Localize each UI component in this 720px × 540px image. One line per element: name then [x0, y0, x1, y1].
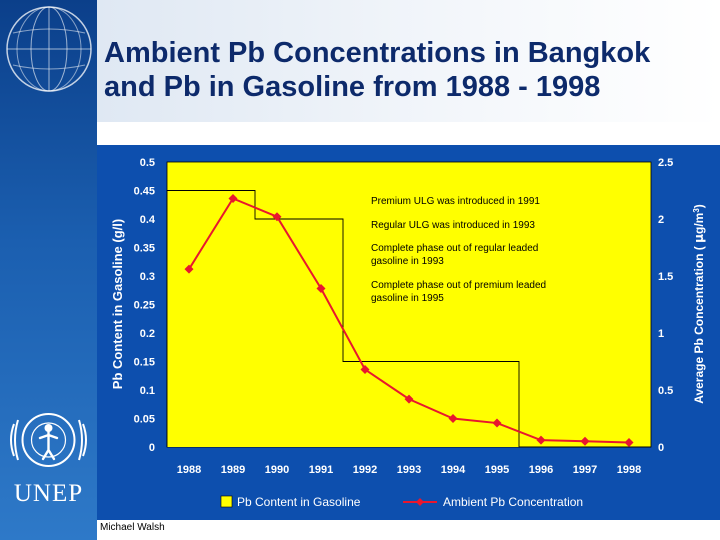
bar-1992	[343, 361, 388, 447]
annotation-regular-ulg: Regular ULG was introduced in 1993	[371, 220, 535, 231]
y-right-tick-label: 2.5	[658, 157, 673, 169]
bar-1990	[255, 219, 300, 447]
legend-label-line: Ambient Pb Concentration	[443, 495, 583, 509]
y-left-tick-label: 0.25	[134, 300, 155, 312]
y-left-tick-label: 0.45	[134, 186, 155, 198]
annotation-premium-ulg: Premium ULG was introduced in 1991	[371, 196, 540, 207]
point-1995	[492, 418, 502, 428]
annotation-regular-phaseout: Complete phase out of regular leaded gaso…	[371, 243, 538, 267]
un-emblem-icon	[10, 413, 87, 467]
x-tick-label: 1990	[265, 464, 289, 476]
legend-swatch-bar	[220, 495, 233, 508]
bar-1995	[475, 361, 520, 447]
chart-panel-edge	[690, 145, 720, 520]
point-1989	[228, 193, 238, 203]
y-left-tick-label: 0.4	[140, 214, 156, 226]
x-tick-label: 1988	[177, 464, 201, 476]
point-1994	[448, 414, 458, 423]
y-right-tick-label: 2	[658, 214, 664, 226]
point-1997	[580, 436, 590, 446]
bar-1993	[387, 361, 432, 447]
y-axis-right-label: Average Pb Concentration ( μg/m3)	[692, 204, 707, 404]
y-right-tick-label: 1.5	[658, 271, 673, 283]
bar-1994	[431, 361, 476, 447]
x-tick-label: 1996	[529, 464, 553, 476]
x-tick-label: 1991	[309, 464, 333, 476]
legend-label-bar: Pb Content in Gasoline	[237, 495, 361, 509]
x-tick-label: 1994	[441, 464, 466, 476]
bar-1988	[167, 190, 212, 447]
annotation-premium-phaseout: Complete phase out of premium leaded gaso…	[371, 280, 546, 304]
y-right-tick-label: 1	[658, 328, 664, 340]
bar-1989	[211, 190, 256, 447]
y-left-tick-label: 0.3	[140, 271, 155, 283]
y-left-tick-label: 0.2	[140, 328, 155, 340]
legend-swatch-marker	[416, 498, 424, 506]
x-tick-label: 1992	[353, 464, 377, 476]
y-left-tick-label: 0.35	[134, 243, 155, 255]
y-right-tick-label: 0	[658, 442, 664, 454]
y-left-tick-label: 0.5	[140, 157, 155, 169]
point-1996	[536, 435, 546, 445]
x-tick-label: 1998	[617, 464, 641, 476]
x-tick-label: 1995	[485, 464, 509, 476]
y-right-tick-label: 0.5	[658, 385, 673, 397]
point-1990	[272, 212, 282, 222]
y-left-tick-label: 0	[149, 442, 155, 454]
point-1998	[624, 437, 634, 447]
x-tick-label: 1989	[221, 464, 245, 476]
y-left-tick-label: 0.15	[134, 357, 155, 369]
point-1992	[360, 364, 370, 374]
globe-icon	[6, 6, 92, 92]
point-1991	[316, 284, 326, 294]
bar-outline	[166, 190, 651, 448]
point-1993	[404, 394, 414, 404]
author-credit: Michael Walsh	[100, 522, 165, 533]
y-left-tick-label: 0.1	[140, 385, 155, 397]
y-axis-left-label: Pb Content in Gasoline (g/l)	[110, 219, 125, 389]
title-banner	[97, 0, 720, 122]
bar-1991	[299, 219, 344, 447]
x-tick-label: 1997	[573, 464, 597, 476]
x-tick-label: 1993	[397, 464, 421, 476]
y-left-tick-label: 0.05	[134, 414, 155, 426]
unep-logo-text: UNEP	[13, 480, 84, 507]
point-1988	[184, 264, 194, 274]
slide-title: Ambient Pb Concentrations in Bangkok and…	[104, 37, 651, 103]
legend: Pb Content in Gasoline Ambient Pb Concen…	[220, 495, 583, 509]
